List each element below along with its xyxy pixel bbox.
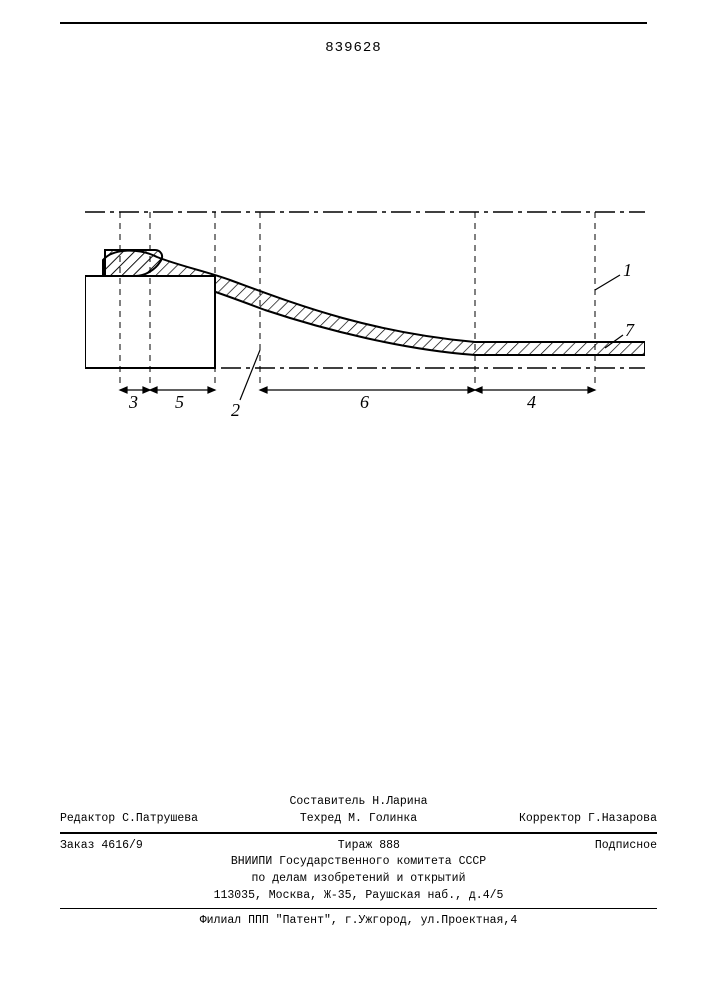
technical-figure: 3 5 6 4 2 1 7 xyxy=(85,210,645,430)
order: Заказ 4616/9 xyxy=(60,838,143,855)
dim-label-3: 3 xyxy=(129,392,138,413)
callout-1: 1 xyxy=(623,260,632,281)
editor: Редактор С.Патрушева xyxy=(60,811,198,828)
label-2: 2 xyxy=(231,400,240,421)
dim-label-4: 4 xyxy=(527,392,536,413)
techred: Техред М. Голинка xyxy=(300,811,417,828)
branch: Филиал ППП "Патент", г.Ужгород, ул.Проек… xyxy=(60,913,657,930)
callout-7: 7 xyxy=(625,320,634,341)
compiler: Составитель Н.Ларина xyxy=(60,794,657,811)
footer-block: Составитель Н.Ларина Редактор С.Патрушев… xyxy=(60,794,657,930)
dim-label-5: 5 xyxy=(175,392,184,413)
org1: ВНИИПИ Государственного комитета СССР xyxy=(60,854,657,871)
tirage: Тираж 888 xyxy=(338,838,400,855)
top-rule xyxy=(60,22,647,24)
org2: по делам изобретений и открытий xyxy=(60,871,657,888)
doc-number: 839628 xyxy=(0,40,707,56)
address: 113035, Москва, Ж-35, Раушская наб., д.4… xyxy=(60,888,657,905)
dim-label-6: 6 xyxy=(360,392,369,413)
subscription: Подписное xyxy=(595,838,657,855)
corrector: Корректор Г.Назарова xyxy=(519,811,657,828)
